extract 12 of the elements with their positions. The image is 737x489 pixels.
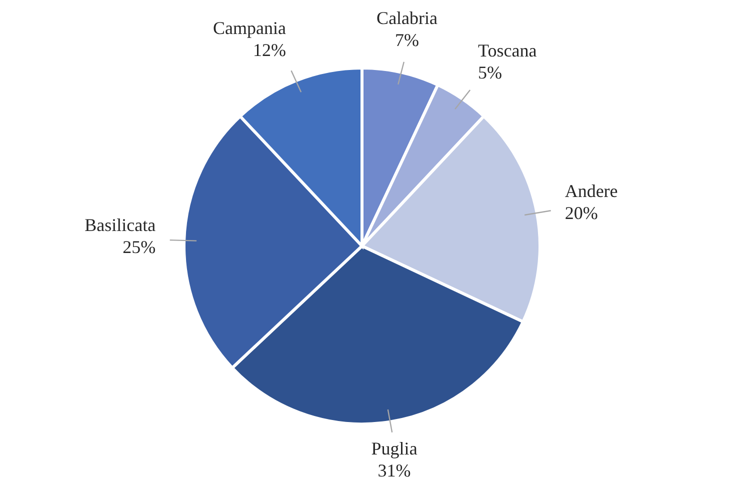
slice-label: Campania — [213, 18, 286, 38]
data-label: 12% — [252, 40, 286, 60]
slice-label: Toscana — [478, 40, 537, 61]
data-label: 7% — [395, 30, 420, 50]
slice-label: Andere — [564, 180, 618, 201]
data-label: 20% — [564, 202, 598, 223]
slice-label: Puglia — [371, 438, 418, 459]
data-label: 5% — [478, 62, 502, 83]
data-label: 25% — [122, 237, 156, 258]
slice-label: Basilicata — [84, 215, 156, 236]
slice-label: Calabria — [376, 8, 438, 28]
data-label: 31% — [378, 460, 411, 481]
